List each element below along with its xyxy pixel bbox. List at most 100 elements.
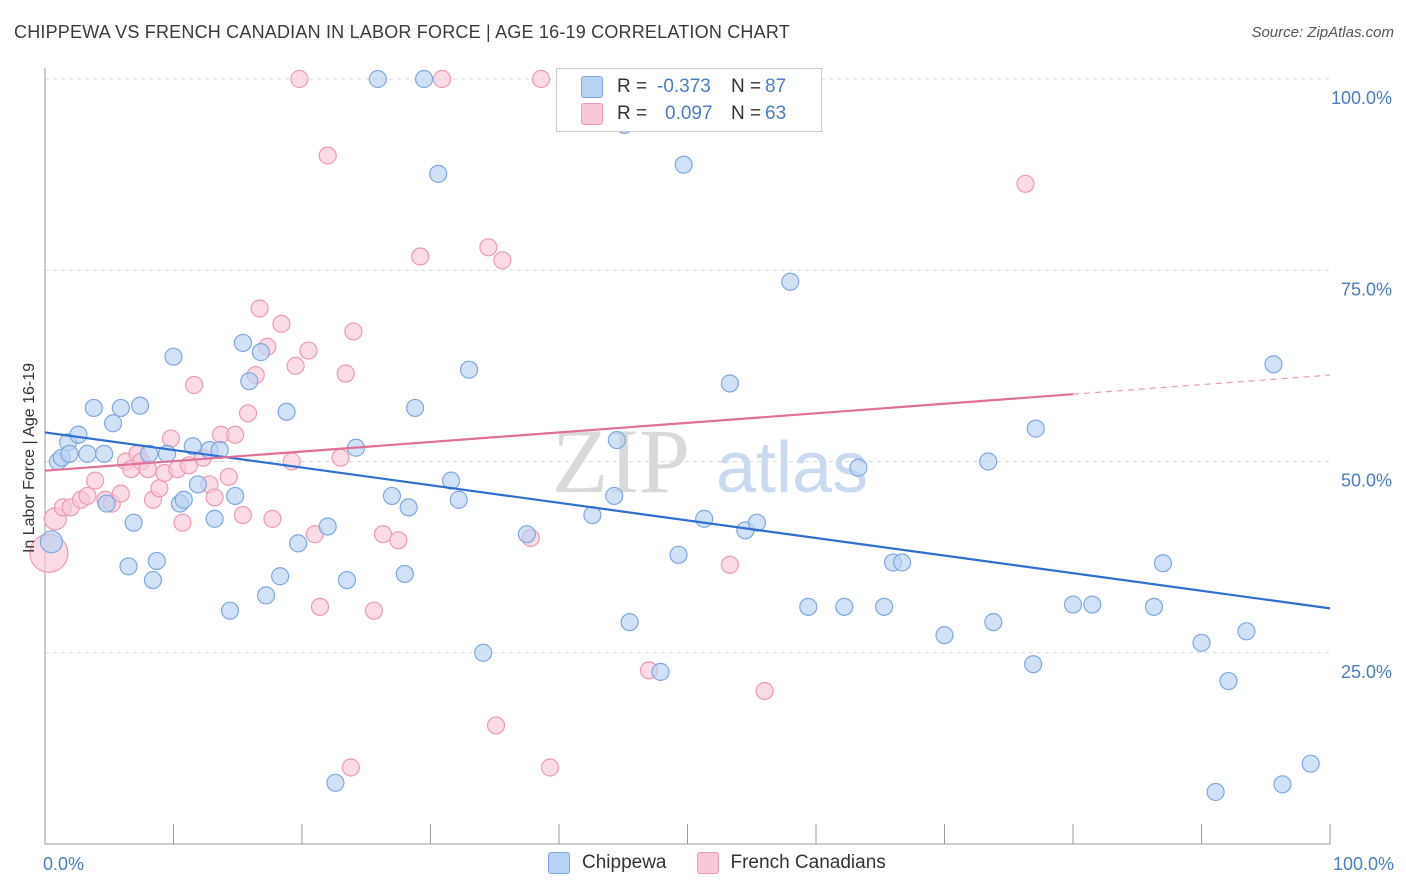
french-canadian-point	[263, 509, 282, 528]
french-canadian-point	[286, 356, 305, 375]
french-canadian-point	[318, 146, 337, 165]
french-canadian-point	[479, 238, 498, 257]
chippewa-point	[220, 601, 240, 620]
chippewa-point	[251, 343, 270, 362]
chippewa-point	[130, 396, 150, 415]
chippewa-point	[405, 398, 425, 418]
chippewa-point	[119, 557, 138, 576]
french-canadian-point	[250, 299, 269, 318]
tick-labels: 25.0% 50.0% 75.0% 100.0% 0.0% 100.0%	[43, 88, 1394, 874]
chippewa-point	[399, 498, 418, 517]
n-label: N =	[731, 103, 762, 124]
chippewa-point	[69, 425, 88, 444]
chippewa-point	[620, 613, 639, 632]
french-canadian-point	[720, 555, 740, 574]
chippewa-point	[429, 164, 448, 183]
chippewa-point	[188, 475, 208, 494]
chippewa-point	[1063, 595, 1083, 614]
chippewa-point	[695, 509, 714, 528]
n-value: 63	[765, 103, 787, 124]
french-canadian-point	[238, 404, 258, 423]
legend-label: French Canadians	[730, 852, 886, 873]
french-canadian-point	[86, 471, 105, 490]
chippewa-point	[368, 69, 387, 89]
chippewa-point	[84, 398, 103, 418]
r-label: R =	[617, 76, 648, 97]
chippewa-point	[174, 490, 193, 509]
chippewa-point	[892, 553, 912, 572]
chippewa-point	[1153, 554, 1173, 573]
chippewa-point	[143, 570, 163, 590]
french-canadian-point	[226, 425, 245, 444]
x-tick-label: 0.0%	[43, 854, 84, 874]
french-canadian-point	[389, 531, 408, 550]
legend-item-chippewa: Chippewa	[548, 852, 667, 874]
chippewa-point	[459, 360, 479, 379]
chippewa-swatch	[581, 76, 603, 98]
french-canadian-point	[432, 69, 452, 89]
french-swatch	[696, 852, 719, 874]
french-canadian-point	[341, 758, 360, 777]
chippewa-point	[60, 444, 79, 463]
chippewa-point	[289, 534, 308, 553]
chippewa-point	[799, 597, 818, 616]
chippewa-point	[1301, 754, 1320, 773]
french-canadian-point	[173, 513, 192, 532]
legend-label: Chippewa	[582, 852, 667, 873]
french-canadian-point	[755, 681, 774, 701]
r-value: -0.373	[657, 76, 711, 97]
french-canadian-point	[373, 525, 393, 544]
chippewa-point	[271, 567, 290, 586]
french-canadian-point	[531, 69, 551, 89]
chippewa-point	[835, 597, 854, 616]
chippewa-point	[1144, 597, 1164, 616]
chippewa-point	[326, 773, 345, 792]
chippewa-point	[1273, 775, 1292, 794]
french-swatch	[581, 103, 603, 125]
french-canadian-point	[205, 488, 224, 507]
chippewa-point	[240, 372, 259, 391]
chippewa-point	[382, 486, 402, 506]
stats-legend: R = -0.373 N = 87 R = 0.097 N = 63	[556, 68, 822, 132]
chippewa-point	[414, 69, 434, 89]
source-label: Source: ZipAtlas.com	[1251, 24, 1394, 41]
french-canadian-point	[272, 314, 291, 333]
chippewa-point	[78, 444, 97, 463]
watermark-atlas: atlas	[716, 428, 868, 508]
y-tick-label: 100.0%	[1331, 88, 1392, 108]
chippewa-point	[104, 414, 123, 433]
n-label: N =	[731, 76, 762, 97]
chippewa-point	[1219, 671, 1238, 691]
chippewa-point	[95, 444, 114, 463]
chippewa-point	[1026, 419, 1045, 438]
french-canadian-point	[219, 467, 238, 486]
chippewa-point	[720, 374, 740, 393]
chippewa-point	[875, 597, 894, 616]
chippewa-point	[39, 530, 64, 554]
french-canadian-point	[290, 69, 309, 89]
chippewa-point	[318, 517, 337, 536]
french-canadian-point	[336, 364, 355, 383]
chippewa-point	[674, 155, 693, 174]
chippewa-trend-line	[44, 431, 1331, 610]
series-legend: Chippewa French Canadians	[548, 852, 916, 874]
french-canadian-point	[486, 716, 506, 735]
chippewa-point	[651, 662, 670, 681]
chippewa-swatch	[548, 852, 570, 874]
r-value: 0.097	[665, 103, 713, 124]
chippewa-point	[337, 570, 357, 590]
french-canadian-point	[78, 486, 97, 506]
french-canadian-point	[184, 375, 204, 395]
stats-row-french: R = 0.097 N = 63	[581, 101, 786, 127]
french-canadian-point	[540, 758, 560, 777]
y-tick-label: 25.0%	[1341, 662, 1392, 682]
chippewa-point	[1206, 782, 1225, 802]
legend-item-french: French Canadians	[696, 852, 886, 874]
french-canadian-point	[493, 251, 512, 270]
chippewa-point	[277, 402, 296, 421]
chippewa-point	[164, 347, 183, 366]
chippewa-point	[1264, 355, 1283, 374]
chippewa-point	[607, 430, 626, 450]
french-canadian-point	[310, 597, 330, 616]
